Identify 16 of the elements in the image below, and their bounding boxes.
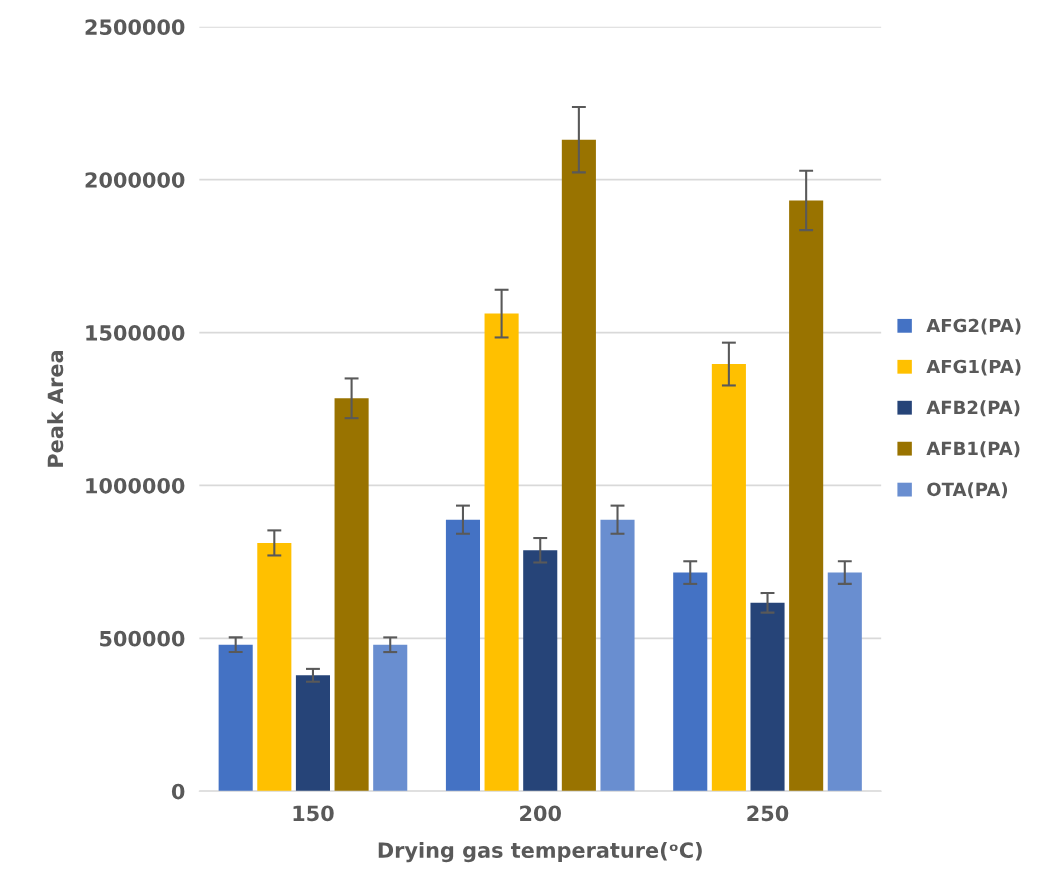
x-tick-label: 250 xyxy=(747,805,789,822)
legend-label: AFG1(PA) xyxy=(926,359,1021,376)
x-axis-title: Drying gas temperature(ᵒC) xyxy=(378,841,702,863)
y-tick-label: 1500000 xyxy=(86,325,185,341)
y-tick-label: 2500000 xyxy=(85,19,185,36)
y-tick-label: 0 xyxy=(171,783,185,800)
y-tick-label: 2000000 xyxy=(85,172,185,188)
y-axis-title: Peak Area xyxy=(47,351,64,467)
x-tick-label: 200 xyxy=(520,805,561,822)
y-tick-label: 1000000 xyxy=(86,477,185,494)
legend-label: OTA(PA) xyxy=(927,482,1008,499)
legend-label: AFB2(PA) xyxy=(926,400,1020,417)
x-tick-label: 150 xyxy=(293,805,334,822)
y-tick-label: 500000 xyxy=(100,630,185,647)
legend-label: AFG2(PA) xyxy=(926,318,1021,335)
legend-label: AFB1(PA) xyxy=(926,441,1020,458)
